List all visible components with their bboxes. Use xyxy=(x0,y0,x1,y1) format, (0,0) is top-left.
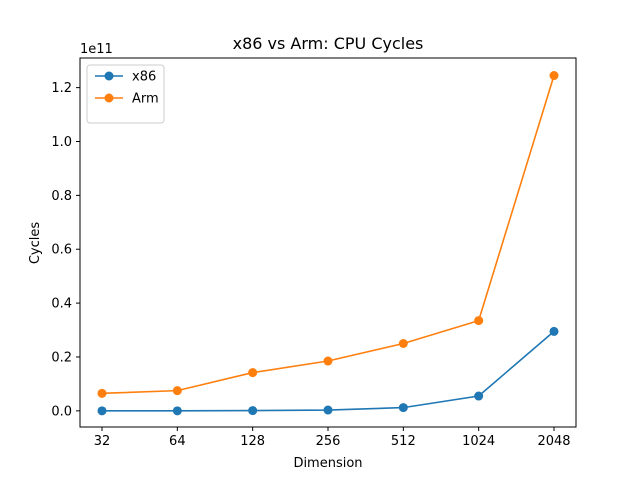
legend-marker xyxy=(104,71,114,81)
y-tick-label: 1.2 xyxy=(51,81,72,96)
data-point-arm xyxy=(172,386,182,396)
legend: x86 Arm xyxy=(86,64,165,124)
y-tick-label: 0.8 xyxy=(51,189,72,204)
data-point-x86 xyxy=(474,391,484,401)
x-tick-label: 2048 xyxy=(537,434,570,449)
plot-area: 32 64 128 256 512 1024 2048 0.0 0.2 0.4 0.6 0.8 1.0 1… xyxy=(51,57,577,449)
y-tick-label: 0.4 xyxy=(51,297,72,312)
y-axis-label: Cycles xyxy=(28,222,43,265)
y-tick-label: 0.2 xyxy=(51,350,72,365)
x-tick-label: 512 xyxy=(391,434,416,449)
x-tick-label: 64 xyxy=(169,434,186,449)
y-axis-offset-label: 1e11 xyxy=(80,42,113,57)
data-point-arm xyxy=(97,388,107,398)
data-point-arm xyxy=(398,339,408,349)
x-tick-label: 32 xyxy=(94,434,111,449)
x-tick-label: 256 xyxy=(316,434,341,449)
data-point-arm xyxy=(549,71,559,81)
data-point-arm xyxy=(474,316,484,326)
x-tick-label: 128 xyxy=(240,434,265,449)
legend-marker xyxy=(104,93,114,103)
y-tick-label: 0.6 xyxy=(51,243,72,258)
legend-label: x86 xyxy=(132,70,156,85)
data-point-x86 xyxy=(398,403,408,413)
x-axis-label: Dimension xyxy=(293,456,362,471)
data-point-x86 xyxy=(323,405,333,415)
data-point-x86 xyxy=(248,406,258,416)
data-point-arm xyxy=(248,368,258,378)
data-point-x86 xyxy=(97,406,107,416)
chart-title: x86 vs Arm: CPU Cycles xyxy=(233,34,424,53)
data-point-x86 xyxy=(549,326,559,336)
y-tick-label: 1.0 xyxy=(51,135,72,150)
data-point-arm xyxy=(323,356,333,366)
x-tick-label: 1024 xyxy=(462,434,495,449)
data-point-x86 xyxy=(172,406,182,416)
y-tick-label: 0.0 xyxy=(51,404,72,419)
legend-label: Arm xyxy=(132,92,159,107)
